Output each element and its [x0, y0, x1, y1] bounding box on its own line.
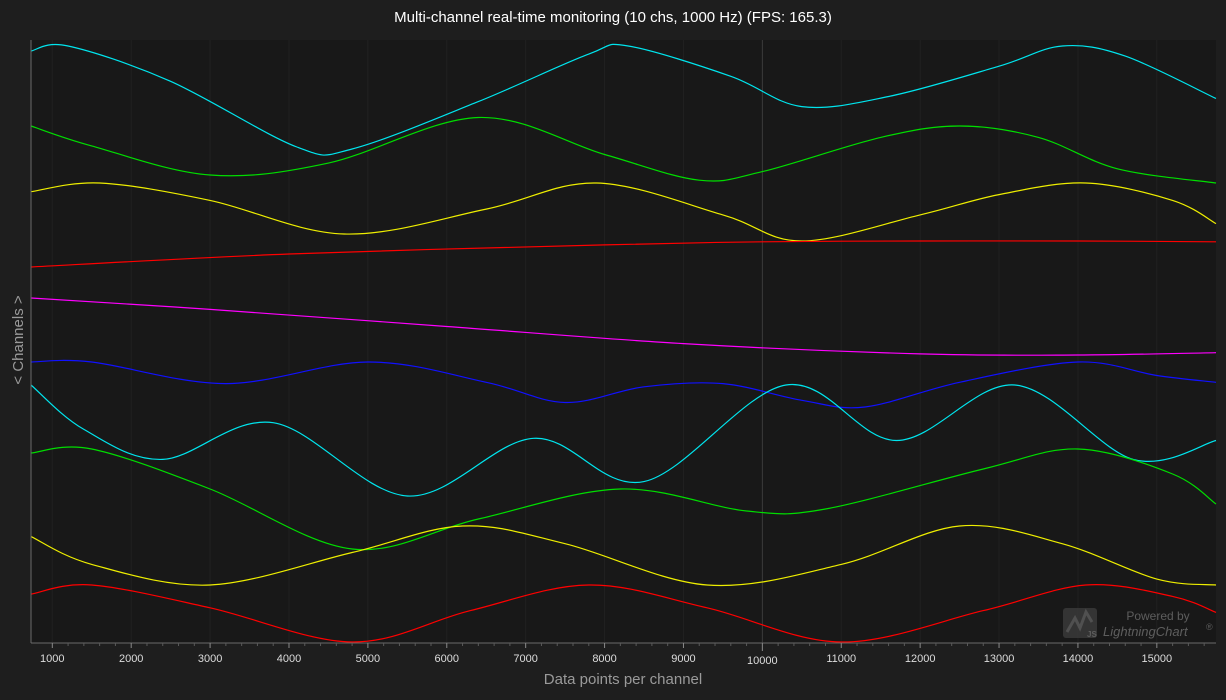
x-tick-label: 13000	[984, 653, 1015, 665]
x-tick-label: 15000	[1142, 653, 1173, 665]
lightningchart-branding[interactable]: JS Powered by LightningChart ®	[1063, 608, 1213, 639]
x-tick-label: 6000	[435, 653, 459, 665]
channel-2-line	[30, 116, 1217, 184]
channel-6-line	[30, 359, 1217, 409]
x-axis-title: Data points per channel	[544, 671, 702, 688]
x-tick-label: 7000	[513, 653, 537, 665]
channel-7-line	[30, 383, 1217, 497]
x-tick-label: 1000	[40, 653, 64, 665]
x-tick-label: 12000	[905, 653, 936, 665]
x-tick-label: 8000	[592, 653, 616, 665]
channel-1-line	[30, 43, 1217, 156]
x-tick-label: 11000	[826, 653, 856, 665]
x-tick-label: 9000	[671, 653, 695, 665]
lightningchart-logo-icon	[1063, 608, 1097, 638]
x-tick-layer: 1000 2000 3000 4000 5000 6000 7000 8000 9000 1000…	[40, 643, 1205, 667]
channel-5-line	[30, 297, 1217, 356]
logo-badge: JS	[1087, 630, 1097, 639]
channel-4-line	[30, 240, 1217, 268]
chart-title: Multi-channel real-time monitoring (10 c…	[394, 9, 832, 26]
x-tick-label: 4000	[277, 653, 301, 665]
channel-3-line	[30, 182, 1217, 242]
plot-background	[31, 40, 1216, 643]
channel-10-line	[30, 584, 1217, 643]
x-tick-label: 10000	[747, 655, 778, 667]
powered-by-text: Powered by	[1126, 609, 1189, 623]
series-layer	[30, 43, 1217, 643]
grid-layer	[51, 40, 1158, 643]
y-axis-title: < Channels >	[10, 295, 27, 384]
channel-9-line	[30, 524, 1217, 587]
x-tick-label: 2000	[119, 653, 143, 665]
x-tick-label: 5000	[356, 653, 380, 665]
channel-8-line	[30, 446, 1217, 551]
registered-mark: ®	[1206, 622, 1213, 632]
x-tick-label: 3000	[198, 653, 222, 665]
x-tick-label: 14000	[1063, 653, 1094, 665]
lightningchart-text: LightningChart	[1103, 624, 1189, 639]
